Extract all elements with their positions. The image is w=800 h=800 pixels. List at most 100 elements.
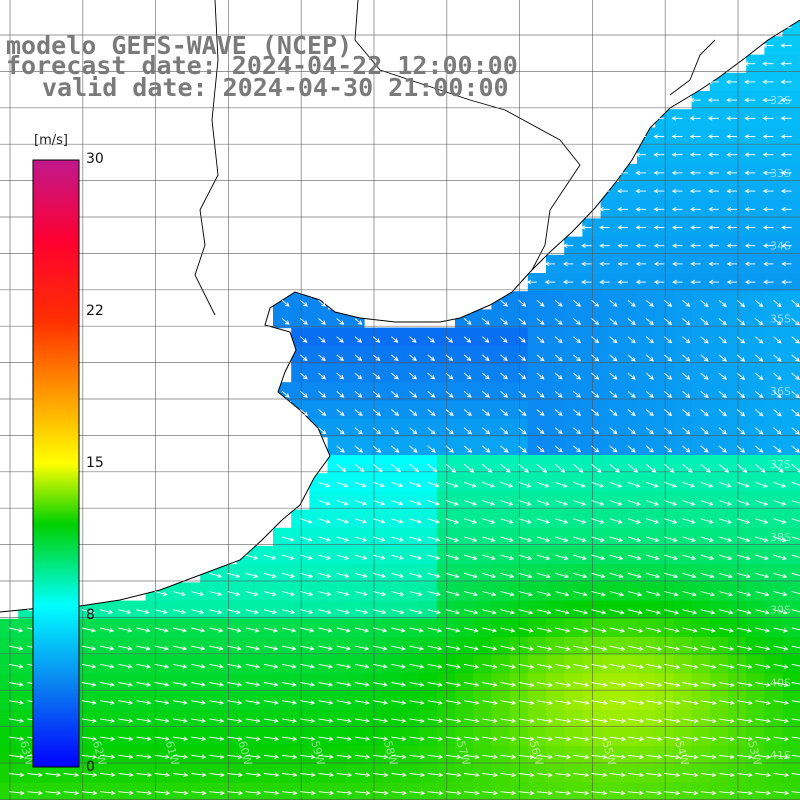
wind-arrow [544, 261, 556, 267]
wind-arrow [445, 772, 462, 778]
wind-arrow [154, 736, 170, 742]
wind-arrow [609, 591, 625, 597]
wind-arrow [617, 225, 628, 230]
wind-arrow [518, 299, 527, 307]
wind-arrow [791, 518, 800, 524]
wind-speed-cell [691, 109, 711, 128]
wind-speed-cell [709, 200, 729, 219]
wind-arrow [281, 627, 297, 633]
wind-arrow [172, 772, 189, 778]
wind-arrow [190, 591, 205, 597]
wind-arrow [573, 299, 582, 307]
wind-arrow [726, 170, 738, 176]
wind-arrow [500, 682, 517, 687]
wind-arrow [635, 170, 647, 176]
wind-arrow [482, 554, 496, 561]
wind-arrow [373, 790, 389, 796]
wind-speed-cell [746, 109, 765, 128]
wind-arrow [718, 700, 735, 706]
wind-arrow [227, 627, 242, 633]
wind-arrow [736, 627, 752, 633]
wind-speed-cell [746, 236, 765, 256]
wind-arrow [707, 116, 719, 121]
wind-arrow [609, 736, 627, 742]
wind-arrow [762, 97, 774, 103]
wind-arrow [372, 336, 381, 343]
wind-arrow [482, 682, 498, 687]
wind-arrow [700, 318, 709, 326]
wind-arrow [573, 481, 586, 488]
wind-arrow [518, 554, 533, 561]
wind-arrow [372, 609, 387, 615]
wind-arrow [500, 336, 508, 343]
wind-arrow [391, 500, 404, 506]
wind-arrow [627, 736, 645, 742]
wind-arrow [336, 609, 350, 615]
wind-arrow [81, 754, 98, 760]
wind-arrow [300, 772, 316, 778]
wind-arrow [762, 116, 774, 121]
wind-arrow [263, 609, 278, 615]
wind-arrow [81, 790, 98, 796]
wind-arrow [172, 591, 186, 597]
wind-arrow [708, 279, 719, 285]
wind-arrow [136, 609, 150, 615]
wind-arrow [755, 536, 769, 542]
wind-arrow [773, 500, 787, 506]
wind-arrow [372, 572, 386, 578]
wind-arrow [354, 554, 368, 560]
wind-speed-cell [655, 218, 674, 238]
wind-arrow [591, 500, 605, 506]
wind-arrow [518, 700, 535, 706]
wind-arrow [154, 627, 169, 633]
wind-arrow [555, 682, 572, 688]
wind-speed-cell [673, 200, 693, 219]
wind-arrow [682, 336, 691, 344]
wind-arrow [282, 663, 297, 669]
wind-arrow [536, 427, 545, 435]
wind-arrow [45, 790, 62, 796]
wind-arrow [463, 591, 479, 597]
wind-arrow [791, 445, 800, 453]
wind-speed-cell [709, 109, 729, 128]
wind-arrow [591, 790, 608, 796]
wind-arrow [500, 645, 516, 651]
wind-arrow [500, 354, 508, 361]
wind-arrow [500, 790, 517, 796]
wind-arrow [682, 427, 691, 435]
model-title: modelo GEFS-WAVE (NCEP) [6, 31, 353, 60]
wind-arrow [482, 572, 497, 579]
wind-arrow [300, 518, 313, 524]
longitude-label: 58W [381, 739, 400, 767]
wind-speed-cell [564, 254, 583, 274]
wind-arrow [209, 790, 225, 796]
wind-arrow [500, 700, 517, 706]
wind-arrow [555, 700, 572, 706]
wind-arrow [409, 500, 422, 506]
wind-speed-cell [618, 273, 638, 292]
wind-speed-cell [782, 691, 800, 711]
wind-arrow [645, 481, 659, 488]
wind-arrow [391, 591, 405, 597]
wind-arrow [282, 718, 298, 723]
wind-arrow [500, 390, 509, 398]
wind-arrow [81, 682, 97, 687]
wind-arrow [318, 736, 334, 742]
wind-arrow [318, 500, 331, 506]
wind-arrow [773, 445, 782, 453]
wind-arrow [646, 754, 663, 760]
wind-arrow [191, 700, 206, 705]
wind-arrow [718, 682, 735, 688]
wind-arrow [482, 336, 490, 343]
wind-arrow [791, 736, 800, 739]
wind-speed-cell [618, 254, 638, 274]
land-mass [0, 0, 800, 613]
latitude-label: 33S [770, 167, 791, 180]
wind-arrow [373, 718, 389, 723]
wind-arrow [482, 390, 490, 398]
wind-arrow [591, 354, 600, 362]
wind-arrow [781, 243, 792, 248]
wind-arrow [391, 609, 405, 615]
wind-arrow [300, 736, 316, 742]
longitude-label: 54W [672, 739, 691, 767]
